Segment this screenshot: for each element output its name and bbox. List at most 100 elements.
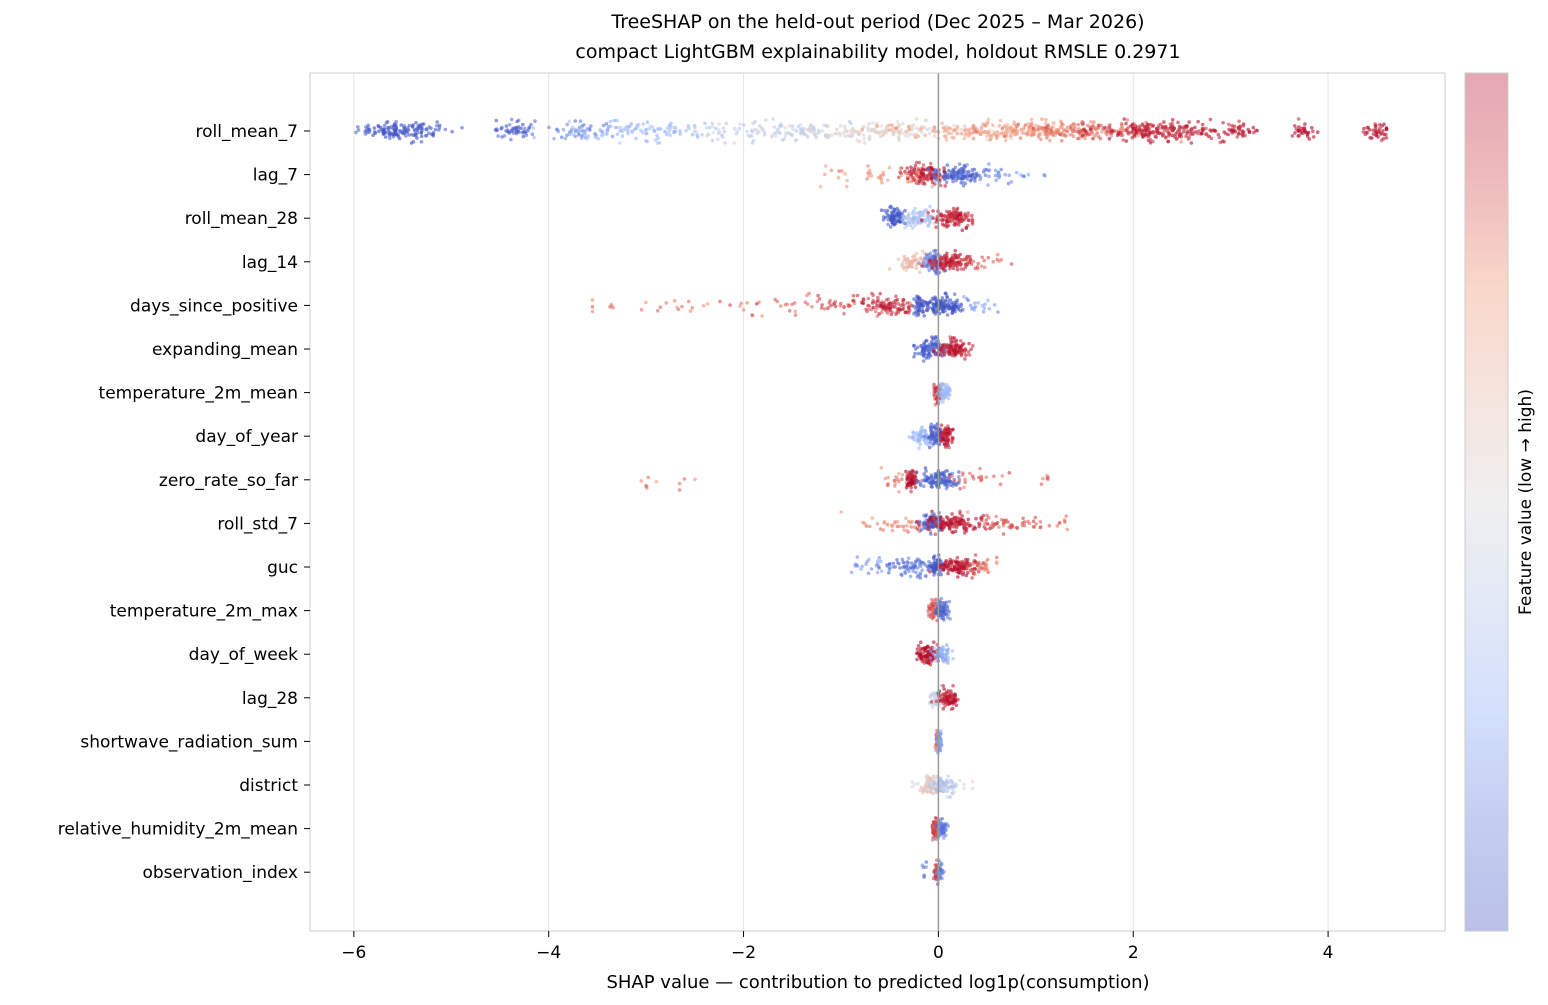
shap-point — [963, 124, 967, 129]
shap-point — [947, 349, 951, 354]
shap-point — [886, 178, 890, 182]
shap-point — [399, 123, 404, 127]
shap-point — [927, 524, 931, 529]
shap-point — [931, 791, 935, 796]
shap-point — [918, 571, 923, 575]
shap-point — [1172, 126, 1177, 131]
shap-point — [940, 296, 945, 300]
shap-point — [983, 130, 988, 134]
shap-point — [1170, 133, 1174, 138]
shap-point — [949, 263, 954, 268]
shap-point — [870, 516, 874, 520]
shap-point — [893, 521, 897, 525]
shap-point — [991, 524, 995, 529]
shap-point — [793, 138, 798, 143]
shap-point — [928, 695, 933, 699]
feature-label: roll_mean_7 — [196, 122, 299, 142]
shap-point — [809, 123, 813, 127]
shap-point — [996, 310, 1000, 314]
shap-point — [973, 572, 977, 576]
shap-point — [1297, 125, 1301, 129]
shap-point — [1196, 131, 1200, 136]
shap-point — [1005, 127, 1009, 132]
shap-point — [950, 440, 954, 445]
shap-point — [959, 339, 963, 343]
shap-point — [963, 347, 968, 351]
shap-point — [947, 131, 952, 136]
shap-point — [968, 260, 972, 264]
shap-point — [914, 478, 919, 483]
shap-point — [413, 132, 418, 136]
shap-point — [927, 776, 932, 781]
shap-point — [890, 304, 895, 309]
shap-point — [918, 442, 923, 447]
shap-point — [672, 125, 676, 129]
shap-point — [923, 256, 927, 261]
shap-point — [926, 214, 931, 218]
shap-point — [946, 562, 950, 567]
shap-point — [962, 257, 967, 262]
shap-point — [927, 268, 931, 273]
shap-point — [945, 604, 950, 608]
shap-point — [866, 571, 871, 576]
shap-point — [1139, 132, 1144, 136]
shap-point — [933, 777, 938, 781]
shap-point — [953, 340, 958, 344]
shap-point — [890, 528, 895, 533]
shap-point — [904, 129, 908, 134]
shap-point — [879, 559, 883, 563]
shap-point — [914, 570, 918, 575]
shap-point — [866, 296, 871, 301]
shap-point — [1305, 132, 1310, 137]
shap-point — [933, 868, 937, 872]
shap-point — [921, 168, 926, 172]
shap-point — [913, 163, 918, 168]
shap-point — [552, 137, 556, 141]
shap-point — [609, 124, 613, 128]
shap-point — [987, 162, 991, 166]
shap-point — [847, 119, 852, 124]
shap-point — [920, 428, 925, 433]
shap-point — [944, 483, 948, 487]
shap-point — [939, 648, 943, 652]
shap-point — [405, 130, 409, 135]
shap-point — [1051, 133, 1056, 138]
shap-point — [1038, 520, 1043, 524]
shap-point — [986, 183, 990, 187]
shap-point — [1176, 120, 1180, 125]
shap-point — [960, 171, 965, 175]
feature-labels: roll_mean_7lag_7roll_mean_28lag_14days_s… — [58, 122, 310, 883]
shap-point — [959, 343, 964, 348]
shap-point — [419, 130, 424, 135]
shap-point — [886, 311, 890, 315]
shap-point — [1148, 122, 1153, 127]
shap-point — [945, 163, 950, 167]
shap-point — [938, 860, 942, 864]
shap-point — [942, 526, 946, 530]
shap-point — [895, 297, 900, 302]
shap-point — [859, 567, 863, 571]
shap-point — [931, 209, 935, 213]
shap-point — [898, 566, 902, 570]
shap-point — [992, 474, 996, 479]
shap-point — [950, 512, 954, 516]
shap-point — [1158, 122, 1163, 126]
shap-point — [849, 570, 854, 575]
shap-point — [1093, 126, 1097, 130]
feature-points-roll_mean_28 — [879, 204, 975, 232]
shap-point — [945, 392, 950, 396]
shap-point — [1096, 126, 1101, 130]
shap-point — [654, 479, 659, 484]
shap-point — [983, 565, 987, 570]
shap-point — [823, 172, 827, 177]
shap-point — [437, 123, 442, 128]
shap-point — [999, 167, 1003, 172]
shap-point — [902, 303, 906, 308]
shap-point — [924, 478, 929, 483]
shap-point — [1382, 132, 1387, 137]
shap-point — [772, 125, 777, 129]
shap-point — [1124, 121, 1128, 126]
shap-point — [1189, 128, 1193, 132]
shap-point — [857, 131, 861, 136]
